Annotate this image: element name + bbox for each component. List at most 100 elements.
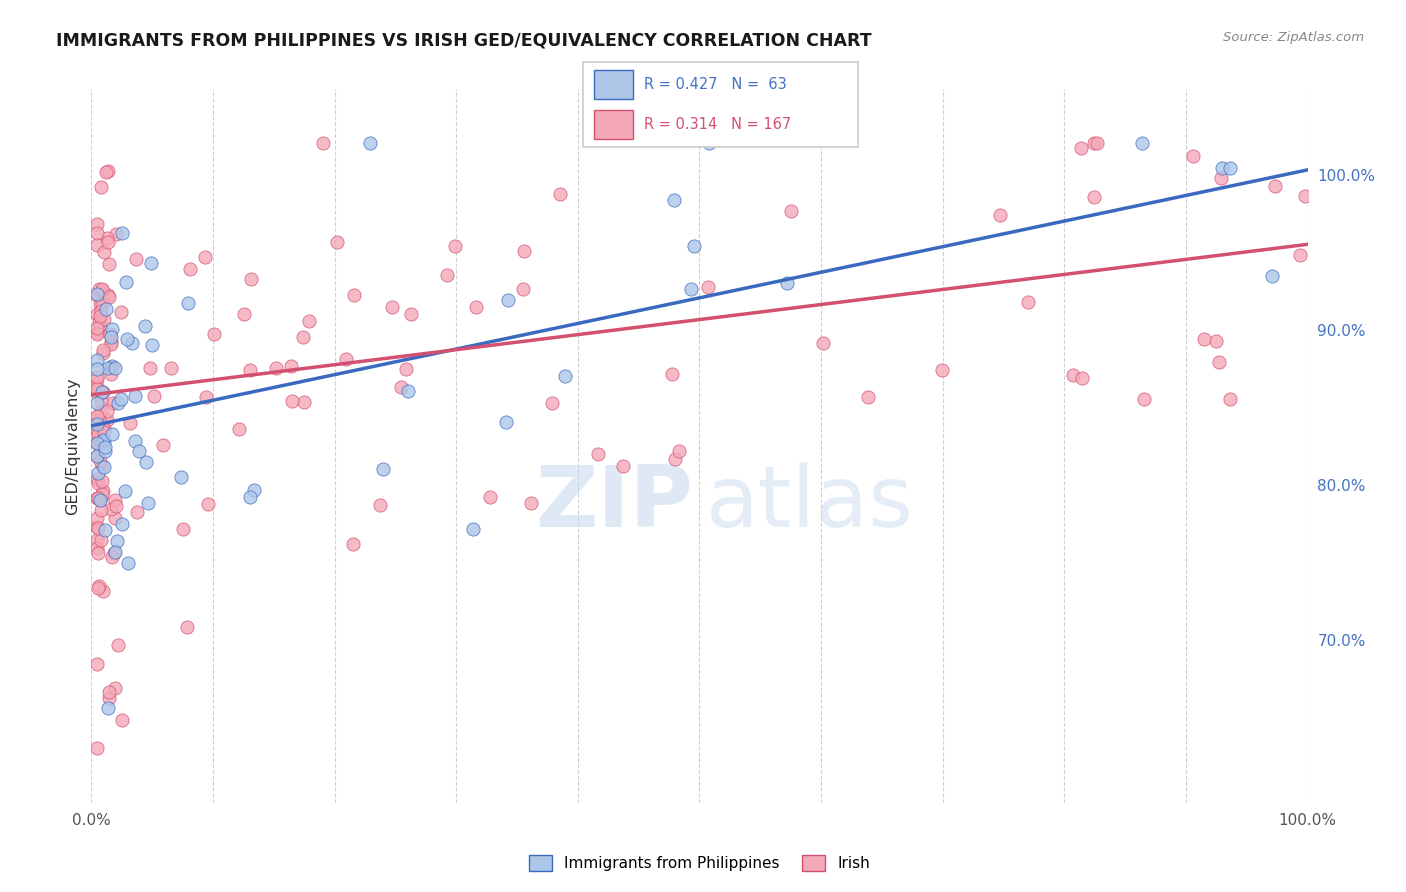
Point: [91, 346, 114, 360]
Point: [239, 363, 262, 377]
Point: [496, 293, 519, 307]
Point: [86, 379, 108, 393]
Point: [93, 459, 115, 474]
Point: [121, 336, 143, 351]
Point: [125, 252, 148, 266]
Point: [1208, 355, 1230, 369]
Point: [93, 434, 115, 448]
Point: [93, 425, 115, 439]
Point: [89, 453, 111, 467]
Point: [86, 533, 108, 547]
Point: [312, 136, 335, 151]
Point: [125, 505, 148, 519]
Point: [179, 261, 201, 276]
Point: [89, 492, 111, 507]
Point: [100, 368, 122, 382]
Point: [107, 638, 129, 652]
Point: [97, 360, 120, 375]
Point: [100, 337, 122, 351]
Point: [105, 534, 128, 549]
Point: [86, 326, 108, 340]
Point: [664, 194, 686, 208]
Point: [141, 337, 163, 351]
Point: [1205, 334, 1227, 348]
Point: [697, 136, 720, 151]
Point: [776, 276, 799, 290]
Point: [368, 498, 391, 512]
Point: [988, 208, 1011, 222]
Point: [86, 352, 108, 367]
Point: [114, 484, 136, 499]
Point: [86, 435, 108, 450]
Y-axis label: GED/Equivalency: GED/Equivalency: [65, 377, 80, 515]
Point: [1071, 371, 1094, 385]
Point: [90, 404, 112, 418]
Point: [97, 691, 120, 706]
Point: [1130, 136, 1153, 151]
Point: [86, 417, 108, 431]
Point: [90, 304, 112, 318]
Point: [152, 438, 174, 452]
Point: [135, 455, 157, 469]
Point: [1133, 392, 1156, 406]
Point: [588, 447, 610, 461]
Point: [87, 491, 110, 505]
Point: [136, 496, 159, 510]
Point: [668, 443, 690, 458]
Point: [811, 335, 834, 350]
Point: [292, 395, 315, 409]
Point: [100, 330, 122, 344]
Point: [96, 231, 118, 245]
Point: [104, 511, 127, 525]
Point: [91, 459, 114, 474]
Point: [87, 282, 110, 296]
Point: [239, 490, 262, 504]
Point: [143, 389, 166, 403]
Point: [94, 440, 117, 454]
Point: [89, 318, 111, 332]
Point: [86, 382, 108, 396]
Point: [679, 282, 702, 296]
Point: [335, 352, 357, 367]
Point: [87, 412, 110, 426]
Text: ZIP: ZIP: [536, 461, 693, 545]
Point: [86, 382, 108, 396]
Point: [170, 470, 193, 484]
Point: [399, 307, 422, 321]
Point: [96, 404, 118, 418]
Point: [1264, 178, 1286, 193]
Point: [98, 327, 121, 342]
Point: [396, 384, 419, 398]
Point: [1083, 190, 1105, 204]
Point: [395, 361, 418, 376]
Point: [86, 511, 108, 525]
Point: [89, 297, 111, 311]
Point: [1294, 189, 1316, 203]
Point: [1219, 392, 1241, 407]
Text: R = 0.314   N = 167: R = 0.314 N = 167: [644, 117, 792, 132]
Point: [176, 620, 198, 634]
Point: [86, 410, 108, 425]
Point: [325, 235, 347, 250]
Point: [124, 434, 146, 448]
Point: [93, 245, 115, 260]
Point: [240, 272, 263, 286]
Point: [97, 235, 120, 249]
Point: [86, 521, 108, 535]
Point: [104, 681, 127, 696]
Text: atlas: atlas: [706, 461, 914, 545]
Point: [104, 493, 127, 508]
Point: [107, 396, 129, 410]
Point: [94, 524, 117, 538]
Point: [87, 467, 110, 481]
Point: [115, 275, 138, 289]
Legend: Immigrants from Philippines, Irish: Immigrants from Philippines, Irish: [523, 849, 876, 877]
Point: [93, 312, 115, 326]
FancyBboxPatch shape: [595, 110, 633, 139]
Point: [86, 740, 108, 755]
Point: [91, 296, 114, 310]
Point: [298, 314, 321, 328]
Point: [359, 136, 381, 151]
Point: [86, 386, 108, 401]
Point: [177, 296, 200, 310]
